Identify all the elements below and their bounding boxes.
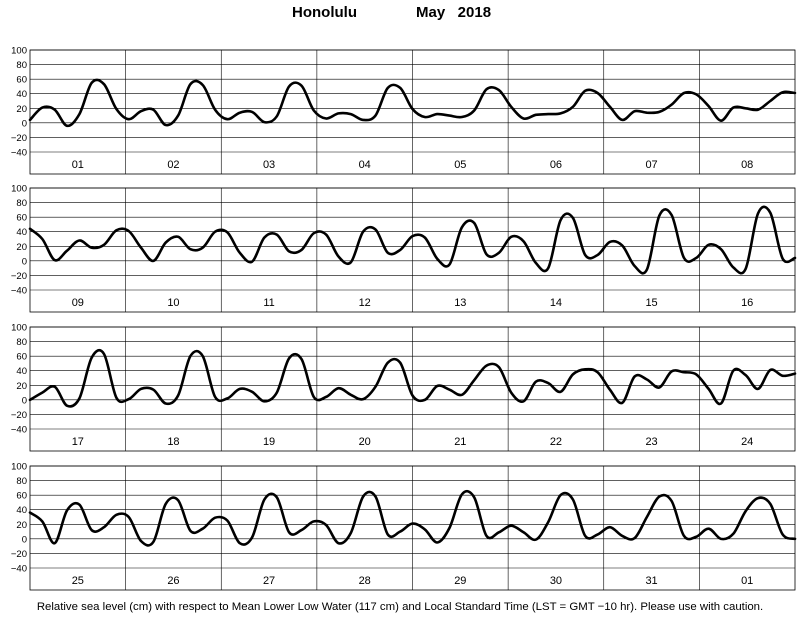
y-tick-label: 60 (16, 491, 27, 502)
day-label: 16 (741, 297, 753, 309)
panel-frame (29, 465, 796, 591)
day-label: 23 (645, 436, 657, 448)
day-label: 22 (550, 436, 562, 448)
day-label: 26 (167, 575, 179, 587)
y-tick-label: −40 (11, 286, 27, 297)
chart-title-month: May 2018 (416, 4, 492, 21)
tide-curve (28, 78, 797, 128)
day-label: 09 (72, 297, 84, 309)
day-label: 14 (550, 297, 562, 309)
chart-caption: Relative sea level (cm) with respect to … (36, 601, 764, 613)
y-tick-label: 80 (16, 337, 27, 348)
y-tick-label: 20 (16, 104, 27, 115)
tide-curve (28, 205, 797, 275)
y-tick-label: 40 (16, 89, 27, 100)
day-label: 28 (359, 575, 371, 587)
y-tick-label: 100 (11, 184, 27, 195)
day-label: 05 (454, 159, 466, 171)
panel-frame (29, 187, 796, 313)
y-tick-label: 40 (16, 227, 27, 238)
y-tick-label: 0 (22, 256, 27, 267)
day-label: 07 (645, 159, 657, 171)
y-tick-label: 60 (16, 352, 27, 363)
day-label: 08 (741, 159, 753, 171)
day-label: 04 (359, 159, 371, 171)
y-tick-label: 100 (11, 462, 27, 473)
y-tick-label: 40 (16, 366, 27, 377)
y-tick-label: 20 (16, 242, 27, 253)
day-label: 29 (454, 575, 466, 587)
y-tick-label: 0 (22, 118, 27, 129)
day-label: 12 (359, 297, 371, 309)
day-label: 25 (72, 575, 84, 587)
y-tick-label: 80 (16, 198, 27, 209)
tide-curve (28, 489, 797, 547)
y-tick-label: 80 (16, 476, 27, 487)
day-label: 03 (263, 159, 275, 171)
y-tick-label: −40 (11, 564, 27, 575)
y-tick-label: −20 (11, 410, 27, 421)
y-tick-label: 40 (16, 505, 27, 516)
y-tick-label: −20 (11, 271, 27, 282)
y-tick-label: 60 (16, 213, 27, 224)
day-label: 19 (263, 436, 275, 448)
day-label: 31 (645, 575, 657, 587)
y-tick-label: 0 (22, 395, 27, 406)
day-label: 18 (167, 436, 179, 448)
day-label: 11 (263, 297, 274, 309)
y-tick-label: 0 (22, 534, 27, 545)
y-tick-label: 100 (11, 323, 27, 334)
y-tick-label: −20 (11, 549, 27, 560)
panel-frame (29, 326, 796, 452)
y-tick-label: 60 (16, 75, 27, 86)
day-label: 27 (263, 575, 275, 587)
chart-title-location: Honolulu (292, 4, 357, 21)
y-tick-label: −20 (11, 133, 27, 144)
day-label: 01 (741, 575, 753, 587)
day-label: 06 (550, 159, 562, 171)
day-label: 15 (645, 297, 657, 309)
y-tick-label: −40 (11, 148, 27, 159)
day-label: 20 (359, 436, 371, 448)
day-label: 21 (454, 436, 466, 448)
y-tick-label: 20 (16, 520, 27, 531)
tide-curve (28, 348, 797, 408)
day-label: 02 (167, 159, 179, 171)
day-label: 10 (167, 297, 179, 309)
y-tick-label: 80 (16, 60, 27, 71)
panel-frame (29, 49, 796, 175)
y-tick-label: 100 (11, 46, 27, 57)
y-tick-label: 20 (16, 381, 27, 392)
day-label: 13 (454, 297, 466, 309)
day-label: 01 (72, 159, 84, 171)
y-tick-label: −40 (11, 425, 27, 436)
day-label: 30 (550, 575, 562, 587)
day-label: 17 (72, 436, 84, 448)
day-label: 24 (741, 436, 753, 448)
